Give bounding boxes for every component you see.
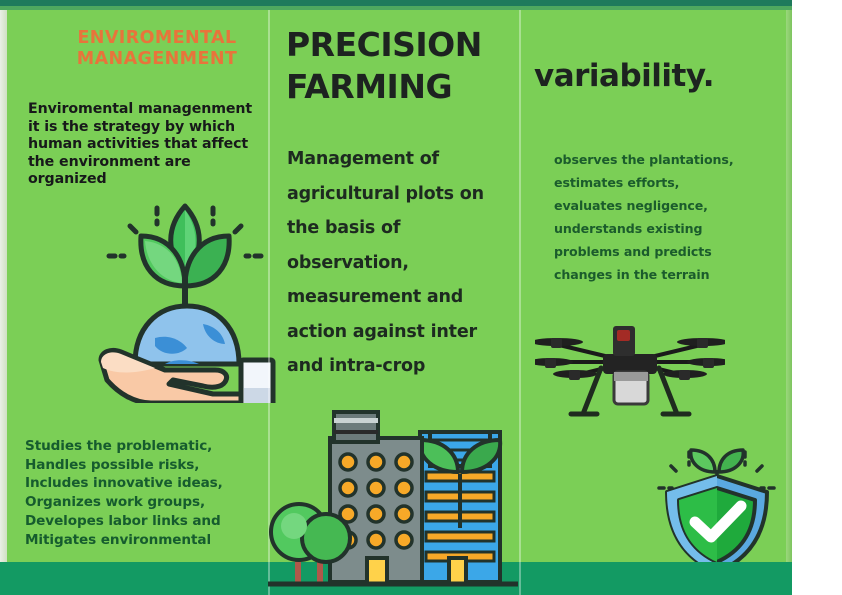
fold-line-right [519,10,521,595]
panel2-body-line: measurement and [287,287,464,307]
panel2-body-line: Management of [287,149,439,169]
panel3-body-line: observes the plantations, [554,152,734,167]
panel-environmental-management: ENVIROMENTAL MANAGENMENT Enviromental ma… [7,10,276,595]
panel3-body-line: estimates efforts, [554,175,680,190]
panel3-body-text: observes the plantations, estimates effo… [554,148,779,286]
panel2-body-line: the basis of [287,218,401,238]
left-page-edge [0,10,7,595]
panel2-title-line: PRECISION [286,25,482,64]
panel3-body-line: changes in the terrain [554,267,710,282]
top-border-strip-light [0,6,792,10]
panel3-body-line: understands existing [554,221,703,236]
panel1-body-line: human activities that affect [28,136,249,152]
panel2-body-line: agricultural plots on [287,183,484,204]
list-item: Includes innovative ideas, [25,475,223,492]
right-page-edge [786,10,792,595]
top-border-strip [0,0,792,6]
panel1-title: ENVIROMENTAL MANAGENMENT [76,28,238,69]
panel1-body-text: Enviromental managenment it is the strat… [28,101,268,189]
hand-holding-globe-with-plant-icon [95,188,280,403]
panel3-title: variability. [534,58,715,94]
list-item: Mitigates environmental [25,531,212,548]
panel2-body-text: Management of agricultural plots on the … [287,142,513,384]
panel1-bullet-list: Studies the problematic, Handles possibl… [25,437,270,549]
panel1-body-line: organized [28,171,107,187]
panel3-body-line: evaluates negligence, [554,198,708,213]
panel2-title-line: FARMING [286,67,453,106]
list-item: Handles possible risks, [25,456,200,473]
list-item: Organizes work groups, [25,494,206,511]
green-city-buildings-and-trees-icon [268,410,518,595]
brochure-page: ENVIROMENTAL MANAGENMENT Enviromental ma… [0,0,792,595]
panel1-body-line: Enviromental managenment [28,101,253,117]
fold-line-left [268,10,270,595]
panel2-title: PRECISION FARMING [286,24,516,108]
panel2-body-line: action against inter [287,321,477,342]
list-item: Studies the problematic, [25,438,213,454]
panel3-body-line: problems and predicts [554,244,712,259]
agricultural-drone-photo [529,310,731,429]
panel1-body-line: the environment are [28,153,191,170]
panel-precision-farming: PRECISION FARMING Management of agricult… [270,10,519,595]
panel-variability: variability. observes the plantations, e… [521,10,786,595]
shield-with-leaf-and-checkmark-icon [649,440,784,580]
list-item: Developes labor links and [25,512,221,529]
panel2-body-line: observation, [287,252,409,273]
panel1-body-line: it is the strategy by which [28,118,236,135]
panel2-body-line: and intra-crop [287,356,426,376]
